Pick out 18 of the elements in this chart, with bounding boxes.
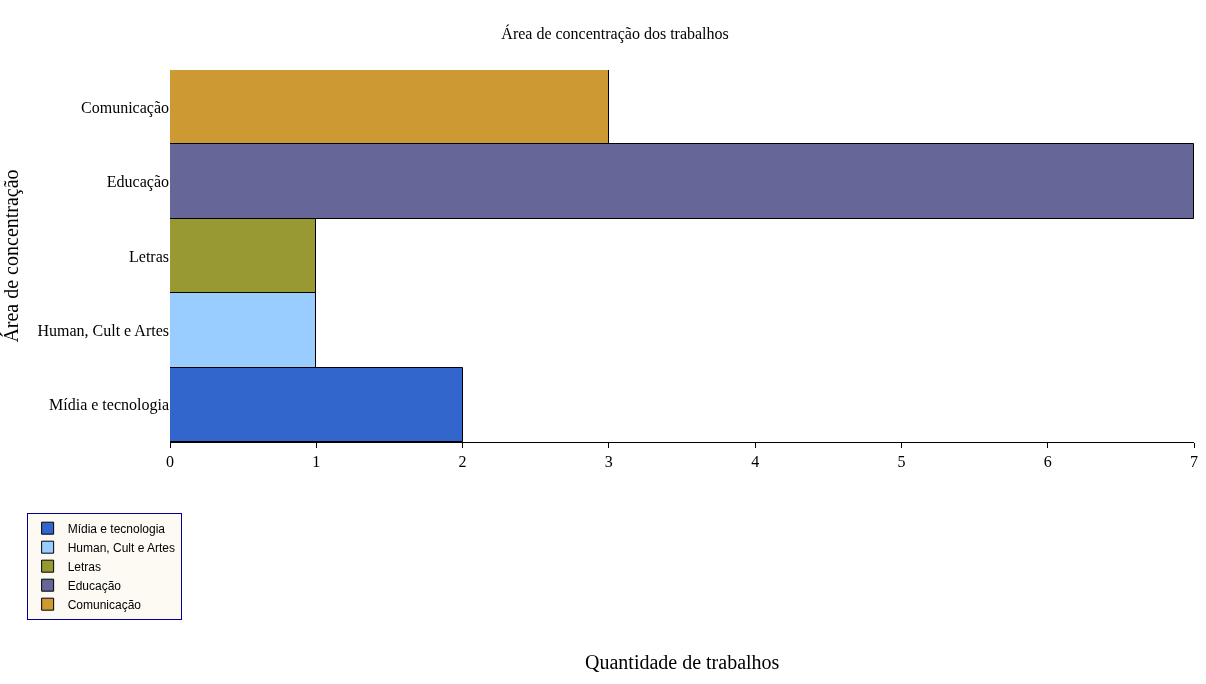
- x-tick-label: 5: [897, 453, 906, 471]
- y-tick-label: Human, Cult e Artes: [37, 322, 169, 339]
- x-tick-label: 1: [312, 453, 321, 471]
- y-tick-label: Letras: [129, 247, 169, 265]
- x-tick-label: 3: [604, 453, 613, 471]
- y-tick-label: Comunicação: [81, 98, 169, 117]
- chart-title: Área de concentração dos trabalhos: [501, 23, 729, 43]
- y-axis-title: Área de concentração: [0, 169, 23, 343]
- x-tick-label: 6: [1043, 453, 1052, 471]
- y-tick-label: Mídia e tecnologia: [49, 396, 169, 415]
- legend-label: Educação: [67, 578, 122, 593]
- x-tick-label: 4: [751, 453, 760, 471]
- text: Quantidade de trabalhos: [585, 651, 780, 673]
- x-tick-label: 0: [166, 453, 174, 471]
- legend-label: Letras: [67, 559, 101, 574]
- x-tick-label: 2: [458, 453, 467, 471]
- x-tick-label: 7: [1190, 453, 1198, 471]
- y-tick-label: Educação: [106, 173, 169, 192]
